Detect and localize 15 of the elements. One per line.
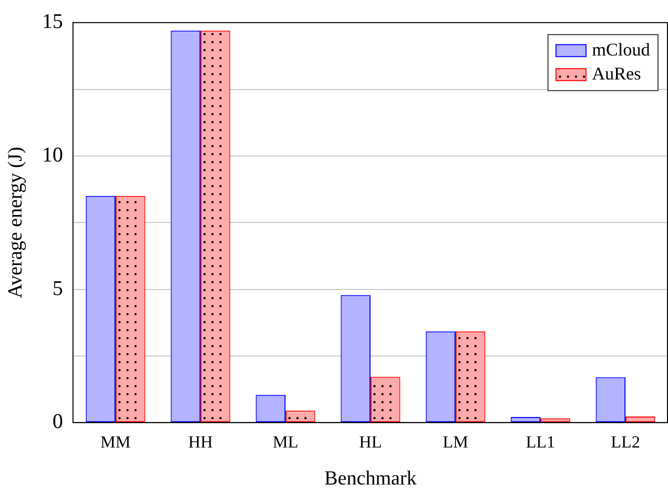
x-tick-label: LM <box>442 432 468 452</box>
x-tick-label: ML <box>272 432 298 452</box>
x-tick-label: HH <box>188 432 213 452</box>
x-tick-label: LL1 <box>526 432 556 452</box>
y-tick-label: 5 <box>52 276 63 300</box>
x-tick-label: HL <box>359 432 382 452</box>
y-tick-label: 0 <box>52 409 63 434</box>
x-tick-label: MM <box>100 432 131 452</box>
legend-label: mCloud <box>592 39 650 60</box>
x-tick-label: LL2 <box>610 432 640 452</box>
x-axis-title: Benchmark <box>324 467 417 490</box>
y-tick-label: 10 <box>42 142 63 166</box>
y-tick-label: 15 <box>42 9 63 34</box>
legend-label: AuRes <box>592 63 641 84</box>
y-axis-title: Average energy (J) <box>4 146 26 298</box>
